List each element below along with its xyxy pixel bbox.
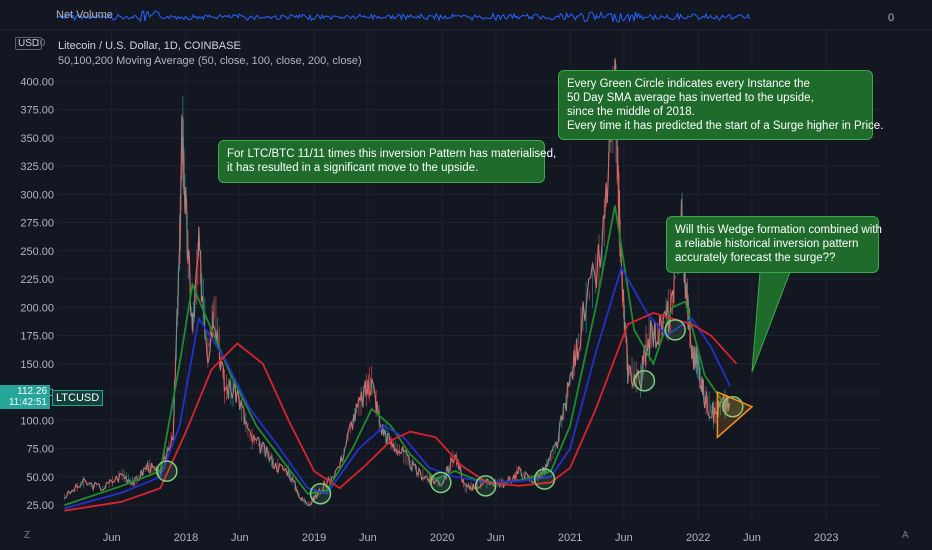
last-price: 112.26 [17,386,47,397]
inversion-circle [633,370,656,392]
net-volume-pane [0,10,932,31]
x-tick-label: 2021 [558,532,582,544]
x-tick-label: Jun [103,532,121,544]
currency-badge[interactable]: USD [15,37,43,50]
chart-title: Litecoin / U.S. Dollar, 1D, COINBASE [58,40,241,52]
y-tick-label: 400.00 [20,76,54,88]
currency-tick: I0 [37,38,46,49]
y-tick-label: 250.00 [20,246,54,258]
y-tick-label: 75.00 [26,444,54,456]
wedge-pattern [716,390,754,439]
inversion-circle [474,475,497,497]
x-tick-label: Jun [743,532,761,544]
callout-pointer [751,271,791,373]
note-line: Every time it has predicted the start of… [567,120,884,132]
ma-100-line [64,265,732,510]
callout-tail [751,271,791,373]
x-tick-label: Jun [359,532,377,544]
inversion-circle [722,395,744,418]
inversion-circles [156,319,744,505]
x-tick-label: Jun [487,532,505,544]
y-axis: 400.00 375.00 350.00 325.00 300.00 275.00 250.… [20,76,54,512]
y-tick-label: 300.00 [20,189,54,201]
note-wedge[interactable]: Will this Wedge formation combined with … [666,216,882,273]
x-tick-label: Jun [615,532,633,544]
y-tick-label: 25.00 [26,500,54,512]
countdown: 11:42:51 [8,397,47,408]
x-tick-label: 2023 [814,532,838,544]
inversion-circle [533,468,556,490]
note-line: Will this Wedge formation combined with [675,224,882,236]
y-tick-label: 275.00 [20,218,54,230]
y-tick-label: 200.00 [20,302,54,314]
wedge-triangle [716,390,754,439]
inversion-circle [664,319,686,341]
chart-grid [58,30,880,522]
x-tick-label: 2022 [686,532,710,544]
y-tick-label: 100.00 [20,415,54,427]
net-volume-value: 0 [888,12,895,24]
y-tick-label: 175.00 [20,331,54,343]
y-tick-label: 50.00 [26,472,54,484]
note-line: since the middle of 2018. [567,106,695,118]
indicator-label[interactable]: 50,100,200 Moving Average (50, close, 10… [58,55,362,67]
moving-averages [64,205,738,512]
x-tick-label: 2019 [302,532,326,544]
y-tick-label: 375.00 [20,105,54,117]
auto-scale-button[interactable]: A [902,530,909,541]
ticker-label: LTCUSD [52,390,104,406]
inversion-circle [309,483,332,505]
x-tick-label: 2018 [174,532,198,544]
inversion-circle [156,460,178,482]
y-tick-label: 350.00 [20,133,54,145]
note-line: 50 Day SMA average has inverted to the u… [567,92,814,104]
net-volume-line [57,10,750,23]
note-line: accurately forecast the surge?? [675,252,836,264]
y-tick-label: 150.00 [20,359,54,371]
note-green-circles[interactable]: Every Green Circle indicates every Insta… [558,70,884,140]
net-volume-label: Net Volume [56,9,113,21]
note-line: a reliable historical inversion pattern [675,238,859,250]
x-axis: Jun 2018 Jun 2019 Jun 2020 Jun 2021 Jun 2022 Jun 20… [103,532,839,544]
note-line: Every Green Circle indicates every Insta… [567,78,810,90]
last-price-tag: 112.26 11:42:51 [0,385,50,409]
y-tick-label: 325.00 [20,161,54,173]
ma-200-line [64,311,738,512]
y-tick-label: 225.00 [20,274,54,286]
note-ltc-btc[interactable]: For LTC/BTC 11/11 times this inversion P… [218,140,557,183]
ma-50-line [64,205,725,506]
zoom-button[interactable]: Z [24,530,31,541]
inversion-circle [430,471,452,494]
note-line: it has resulted in a significant move to… [227,162,479,174]
note-line: For LTC/BTC 11/11 times this inversion P… [227,148,557,160]
x-tick-label: Jun [231,532,249,544]
x-tick-label: 2020 [430,532,454,544]
